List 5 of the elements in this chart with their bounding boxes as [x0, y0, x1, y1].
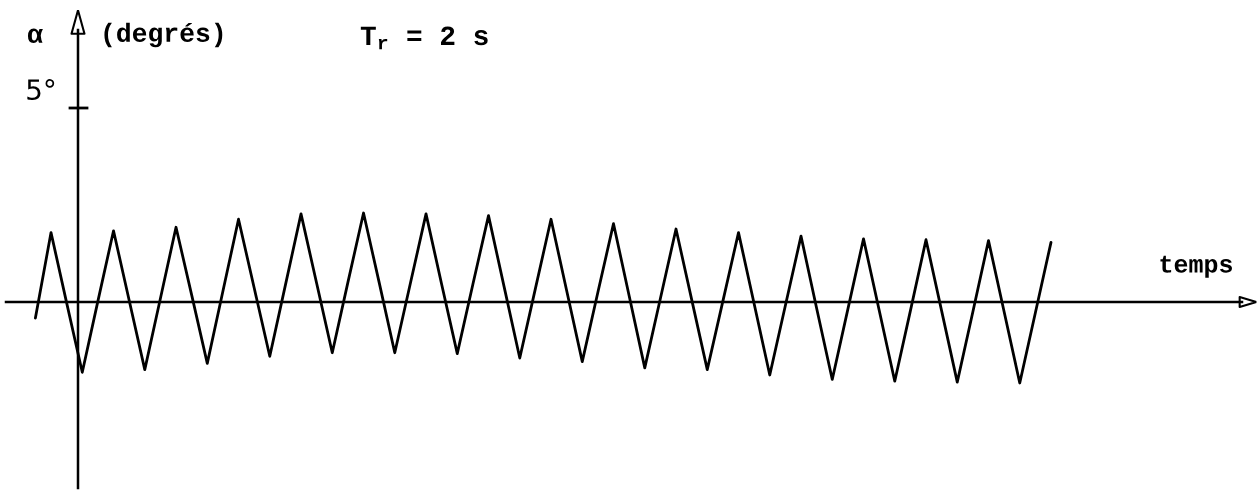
text: α: [27, 28, 43, 44]
x-axis-title: temps: [1160, 255, 1232, 278]
text: (degrés): [104, 22, 223, 48]
text: 5°: [27, 79, 55, 101]
chart-title: T$_{r}$ = 2 s: [360, 26, 488, 50]
